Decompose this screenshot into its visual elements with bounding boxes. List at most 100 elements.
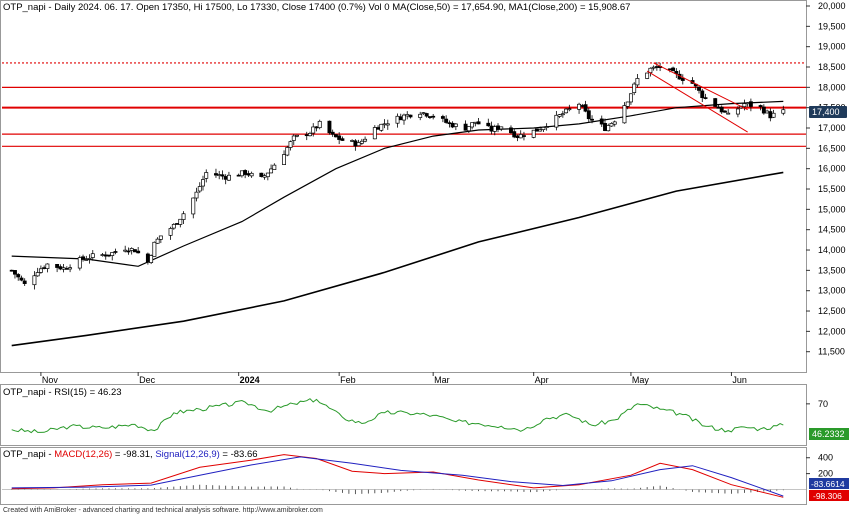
- candle-body: [168, 228, 173, 236]
- candle-body: [748, 101, 753, 107]
- candle-body: [259, 172, 264, 177]
- candle-body: [64, 268, 69, 270]
- rsi-value-badge: 46.2332: [809, 428, 849, 440]
- candle-body: [622, 105, 627, 124]
- candle-body: [236, 174, 241, 177]
- candle-body: [359, 140, 364, 144]
- support-resistance-lines: [2, 62, 806, 147]
- candle-body: [654, 66, 659, 68]
- candle-body: [564, 108, 569, 114]
- ma50-line: [11, 100, 784, 267]
- candle-body: [671, 67, 676, 72]
- candle-body: [291, 135, 296, 141]
- signal-header-label: Signal(12,26,9): [155, 449, 219, 460]
- candle-body: [84, 259, 89, 261]
- candle-body: [603, 123, 607, 131]
- candle-body: [463, 123, 468, 131]
- candle-body: [9, 269, 14, 272]
- downtrend-channel: [646, 62, 748, 133]
- candle-body: [492, 126, 497, 132]
- candle-body: [356, 142, 361, 147]
- candle-body: [42, 267, 47, 269]
- price-tick-label: 12,500: [818, 306, 846, 316]
- rsi-path: [11, 398, 784, 434]
- macd-lines: [11, 454, 784, 498]
- candle-body: [444, 118, 449, 123]
- candle-body: [90, 253, 95, 258]
- candle-body: [645, 72, 650, 79]
- date-tick-label: Nov: [42, 375, 59, 385]
- candle-body: [145, 253, 150, 263]
- price-tick-label: 14,000: [818, 245, 846, 255]
- price-tick-label: 18,500: [818, 62, 846, 72]
- candle-body: [466, 126, 471, 132]
- candle-body: [544, 126, 549, 128]
- candle-body: [123, 249, 128, 252]
- candle-body: [719, 106, 724, 113]
- price-tick-label: 18,000: [818, 82, 846, 92]
- candle-body: [132, 249, 137, 253]
- candle-body: [541, 127, 546, 130]
- candle-body: [175, 223, 180, 225]
- candle-body: [136, 250, 141, 254]
- candle-body: [424, 113, 429, 117]
- price-tick-label: 11,500: [818, 347, 845, 357]
- candle-body: [129, 248, 134, 251]
- channel-lower-line: [646, 70, 748, 133]
- date-tick-label: 2024: [240, 375, 260, 385]
- price-tick-label: 16,500: [818, 143, 846, 153]
- candle-body: [197, 186, 202, 192]
- candle-body: [421, 112, 426, 114]
- candle-body: [317, 120, 322, 129]
- candle-body: [768, 111, 773, 119]
- macd-tick-label: 200: [818, 469, 833, 479]
- candle-body: [246, 173, 251, 176]
- macd-tick-label: 400: [818, 453, 833, 463]
- candle-body: [220, 174, 225, 177]
- candle-body: [554, 114, 559, 128]
- date-tick-label: Jun: [732, 375, 747, 385]
- macd-pane: [0, 447, 807, 505]
- candle-body: [295, 134, 299, 137]
- candle-body: [282, 154, 286, 165]
- price-pane: [0, 0, 807, 373]
- candle-body: [453, 123, 458, 127]
- candle-body: [45, 263, 50, 269]
- candle-body: [272, 164, 277, 170]
- candle-body: [735, 108, 740, 115]
- candle-body: [194, 191, 199, 199]
- candle-body: [32, 275, 37, 286]
- last-price-badge: 17,400: [809, 106, 847, 118]
- candle-body: [353, 140, 358, 147]
- date-tick-label: Mar: [434, 375, 450, 385]
- candle-body: [560, 113, 565, 116]
- candle-body: [398, 116, 403, 121]
- candle-body: [580, 105, 585, 107]
- candle-body: [385, 123, 390, 126]
- candle-body: [149, 255, 154, 263]
- candle-body: [110, 252, 115, 256]
- candle-body: [713, 98, 718, 107]
- candle-body: [680, 77, 685, 81]
- candle-body: [350, 140, 355, 142]
- candle-body: [376, 127, 381, 130]
- candle-body: [431, 115, 436, 118]
- candle-body: [308, 133, 312, 137]
- candle-body: [609, 123, 614, 127]
- candle-body: [304, 134, 309, 137]
- price-tick-label: 13,500: [818, 265, 846, 275]
- candle-body: [781, 109, 786, 114]
- candle-body: [379, 123, 384, 131]
- candle-body: [402, 114, 406, 121]
- candle-body: [107, 254, 111, 257]
- candle-body: [590, 118, 594, 121]
- macd-value-badge: -98.306: [809, 490, 849, 501]
- macd-histogram: [2, 484, 806, 495]
- macd-y-axis: 400 200: [806, 453, 833, 479]
- candle-body: [518, 134, 523, 139]
- candle-body: [703, 97, 708, 99]
- rsi-value-label: 46.2332: [812, 429, 845, 439]
- candle-body: [16, 274, 21, 278]
- candle-body: [405, 114, 410, 117]
- date-tick-label: Dec: [139, 375, 156, 385]
